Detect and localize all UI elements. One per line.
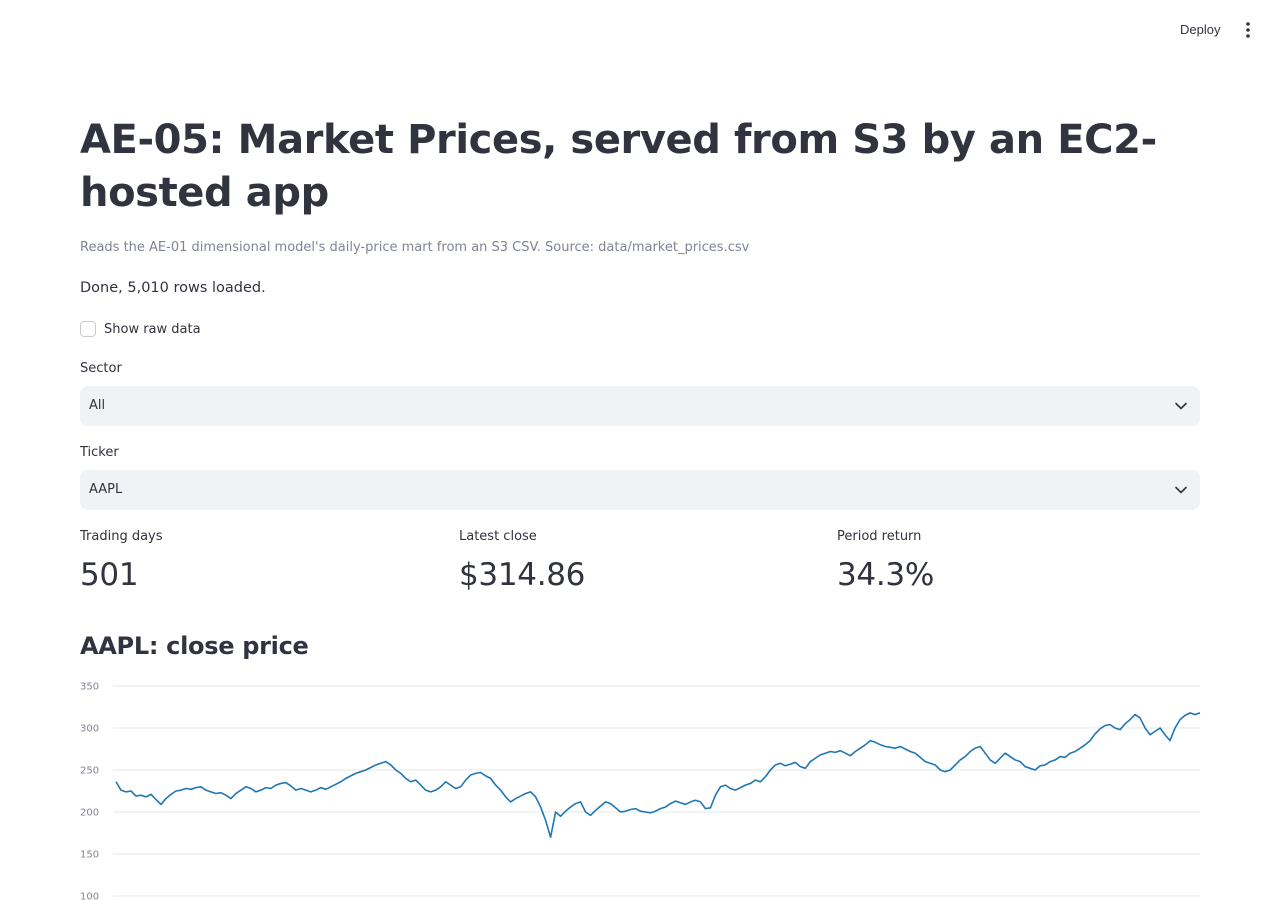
y-tick-label: 350 <box>80 682 99 693</box>
metric-label: Trading days <box>80 529 163 544</box>
y-axis-ticks: 100 150 200 250 300 350 <box>80 682 99 900</box>
sector-selected-value: All <box>89 398 106 413</box>
app-header: Deploy <box>0 0 1280 60</box>
sector-label: Sector <box>80 361 122 376</box>
metric-trading-days: Trading days 501 <box>80 528 163 594</box>
y-tick-label: 250 <box>80 766 99 777</box>
main-menu-button[interactable] <box>1236 17 1260 43</box>
chart-title: AAPL: close price <box>80 632 309 660</box>
load-status-text: Done, 5,010 rows loaded. <box>80 280 266 296</box>
chevron-down-icon <box>1175 402 1187 410</box>
chart-gridlines <box>113 685 1200 897</box>
metric-label: Latest close <box>459 529 537 544</box>
more-vertical-icon <box>1246 22 1250 38</box>
metric-period-return: Period return 34.3% <box>837 528 934 594</box>
y-tick-label: 200 <box>80 808 99 819</box>
page-caption: Reads the AE-01 dimensional model's dail… <box>80 240 750 255</box>
chart-series <box>115 712 1201 838</box>
page-title: AE-05: Market Prices, served from S3 by … <box>80 117 1157 216</box>
metric-value: $314.86 <box>459 557 586 593</box>
y-tick-label: 300 <box>80 724 99 735</box>
ticker-selected-value: AAPL <box>89 482 123 497</box>
close-price-chart[interactable]: 100 150 200 250 300 350 <box>70 672 1210 900</box>
metric-value: 501 <box>80 557 139 593</box>
show-raw-data-label: Show raw data <box>104 321 201 337</box>
ticker-select[interactable]: AAPL <box>80 470 1200 510</box>
deploy-button[interactable]: Deploy <box>1168 18 1232 42</box>
y-tick-label: 100 <box>80 892 99 900</box>
ticker-label: Ticker <box>80 445 119 460</box>
metric-value: 34.3% <box>837 557 934 593</box>
sector-select[interactable]: All <box>80 386 1200 426</box>
chevron-down-icon <box>1175 486 1187 494</box>
checkbox-box[interactable] <box>80 321 96 337</box>
metric-label: Period return <box>837 529 922 544</box>
series-line-0 <box>115 712 1201 838</box>
y-tick-label: 150 <box>80 850 99 861</box>
metric-latest-close: Latest close $314.86 <box>459 528 585 594</box>
show-raw-data-checkbox[interactable]: Show raw data <box>80 320 201 338</box>
